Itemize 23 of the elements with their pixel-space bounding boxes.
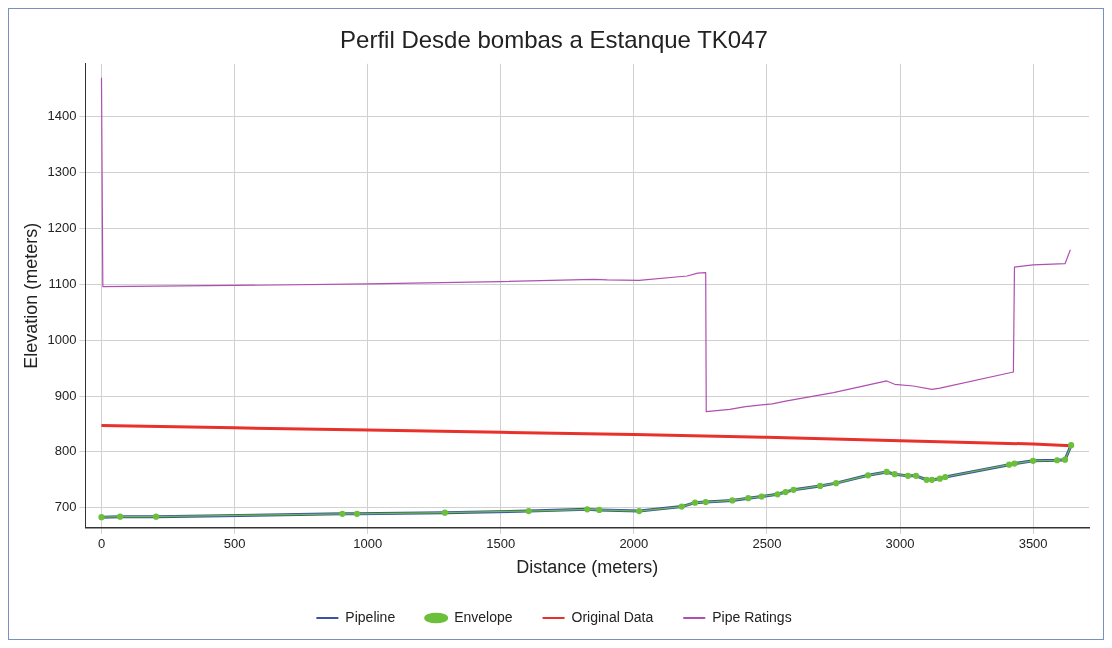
x-tick-label: 500	[223, 536, 246, 552]
y-tick-label: 700	[54, 499, 77, 515]
x-tick-label: 0	[97, 536, 106, 552]
chart-title: Perfil Desde bombas a Estanque TK047	[340, 26, 768, 54]
y-axis-title: Elevation (meters)	[20, 222, 41, 369]
x-axis-title: Distance (meters)	[516, 557, 659, 578]
y-tick-label: 1400	[47, 108, 77, 124]
x-tick-label: 2000	[619, 536, 649, 552]
x-tick-label: 3000	[885, 536, 915, 552]
legend-label: Pipe Ratings	[712, 608, 792, 625]
x-tick-label: 2500	[752, 536, 782, 552]
legend-label: Pipeline	[345, 608, 396, 625]
legend-label: Original Data	[571, 608, 654, 625]
y-tick-label: 1200	[47, 220, 77, 236]
x-tick-label: 3500	[1018, 536, 1048, 552]
legend-label: Envelope	[454, 608, 513, 625]
y-tick-label: 1100	[48, 275, 77, 291]
y-tick-label: 1300	[47, 164, 77, 180]
y-tick-label: 900	[54, 387, 77, 403]
y-tick-label: 1000	[47, 331, 77, 347]
y-tick-label: 800	[54, 443, 77, 459]
x-tick-label: 1000	[353, 536, 383, 552]
x-tick-label: 1500	[486, 536, 516, 552]
